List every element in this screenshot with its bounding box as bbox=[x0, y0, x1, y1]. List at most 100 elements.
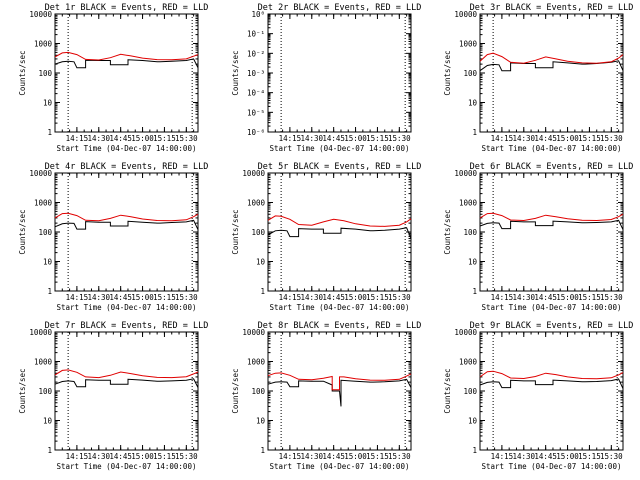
x-tick-label: 14:45 bbox=[109, 293, 132, 302]
y-tick-label: 1000 bbox=[34, 199, 53, 208]
y-tick-label: 10000 bbox=[29, 10, 52, 19]
x-axis-label: Start Time (04-Dec-07 14:00:00) bbox=[57, 144, 197, 153]
x-tick-label: 15:15 bbox=[578, 293, 601, 302]
y-tick-label: 100 bbox=[38, 387, 52, 396]
series-events bbox=[54, 219, 199, 230]
x-tick-label: 14:15 bbox=[66, 452, 89, 461]
series-lld bbox=[479, 370, 624, 380]
plot-frame bbox=[54, 172, 199, 292]
y-tick-label: 10⁰ bbox=[251, 10, 265, 19]
chart-title: Det 7r BLACK = Events, RED = LLD bbox=[45, 321, 209, 331]
plot-frame bbox=[54, 13, 199, 133]
y-tick-label: 1000 bbox=[34, 40, 53, 49]
x-tick-label: 14:15 bbox=[66, 293, 89, 302]
panel-4: Det 4r BLACK = Events, RED = LLD 1 10 100 10… bbox=[18, 162, 208, 312]
x-axis-label: Start Time (04-Dec-07 14:00:00) bbox=[270, 462, 410, 471]
x-tick-label: 15:30 bbox=[388, 293, 411, 302]
series-lld bbox=[267, 372, 412, 391]
x-tick-label: 15:30 bbox=[175, 452, 198, 461]
y-tick-label: 1 bbox=[472, 446, 477, 455]
x-axis-label: Start Time (04-Dec-07 14:00:00) bbox=[270, 303, 410, 312]
series-lld bbox=[267, 215, 412, 227]
y-tick-label: 10 bbox=[43, 99, 53, 108]
y-tick-label: 10⁻¹ bbox=[247, 30, 265, 39]
x-tick-label: 15:30 bbox=[600, 452, 623, 461]
x-tick-label: 14:30 bbox=[87, 134, 110, 143]
chart-title: Det 3r BLACK = Events, RED = LLD bbox=[470, 3, 634, 13]
y-tick-label: 10⁻² bbox=[247, 49, 265, 58]
x-tick-label: 15:15 bbox=[153, 293, 176, 302]
panel-6: Det 6r BLACK = Events, RED = LLD 1 10 100 10… bbox=[443, 162, 633, 312]
y-tick-label: 1 bbox=[472, 128, 477, 137]
y-tick-label: 1000 bbox=[247, 358, 266, 367]
y-tick-label: 10⁻⁶ bbox=[247, 128, 265, 137]
y-tick-label: 1 bbox=[260, 446, 265, 455]
y-tick-label: 10000 bbox=[454, 328, 477, 337]
y-tick-label: 1 bbox=[47, 446, 52, 455]
x-tick-label: 15:00 bbox=[344, 293, 367, 302]
series-lld bbox=[54, 212, 199, 222]
y-tick-label: 1000 bbox=[247, 199, 266, 208]
chart-title: Det 6r BLACK = Events, RED = LLD bbox=[470, 162, 634, 172]
panel-2: Det 2r BLACK = Events, RED = LLD 10⁻⁶ 10⁻⁵… bbox=[231, 3, 421, 153]
x-tick-label: 14:30 bbox=[300, 293, 323, 302]
series-lld bbox=[54, 369, 199, 379]
y-tick-label: 100 bbox=[463, 69, 477, 78]
x-axis-label: Start Time (04-Dec-07 14:00:00) bbox=[482, 303, 622, 312]
x-tick-label: 14:30 bbox=[87, 293, 110, 302]
panel-1: Det 1r BLACK = Events, RED = LLD 1 10 100 10… bbox=[18, 3, 208, 153]
x-tick-label: 15:15 bbox=[153, 134, 176, 143]
y-tick-label: 10000 bbox=[454, 10, 477, 19]
x-tick-label: 14:30 bbox=[87, 452, 110, 461]
x-tick-label: 15:15 bbox=[366, 452, 389, 461]
y-tick-label: 10000 bbox=[242, 328, 265, 337]
y-tick-label: 1000 bbox=[34, 358, 53, 367]
x-tick-label: 15:30 bbox=[175, 134, 198, 143]
x-tick-label: 14:45 bbox=[109, 134, 132, 143]
x-axis-label: Start Time (04-Dec-07 14:00:00) bbox=[482, 462, 622, 471]
y-tick-label: 1 bbox=[47, 128, 52, 137]
x-tick-label: 15:00 bbox=[556, 134, 579, 143]
x-tick-label: 15:00 bbox=[131, 293, 154, 302]
x-axis-label: Start Time (04-Dec-07 14:00:00) bbox=[270, 144, 410, 153]
x-tick-label: 15:30 bbox=[388, 134, 411, 143]
x-tick-label: 14:45 bbox=[534, 134, 557, 143]
y-axis-label: Counts/sec bbox=[231, 209, 240, 254]
y-tick-label: 100 bbox=[463, 387, 477, 396]
y-axis-label: Counts/sec bbox=[443, 209, 452, 254]
y-tick-label: 100 bbox=[251, 387, 265, 396]
y-axis-label: Counts/sec bbox=[443, 50, 452, 95]
x-tick-label: 15:15 bbox=[366, 134, 389, 143]
y-axis-label: Counts/sec bbox=[443, 368, 452, 413]
x-tick-label: 14:15 bbox=[279, 134, 302, 143]
x-tick-label: 14:15 bbox=[279, 293, 302, 302]
x-tick-label: 14:15 bbox=[279, 452, 302, 461]
panel-9: Det 9r BLACK = Events, RED = LLD 1 10 100 10… bbox=[443, 321, 633, 471]
y-axis-label: Counts/sec bbox=[18, 209, 27, 254]
plot-frame bbox=[54, 331, 199, 451]
y-tick-label: 1000 bbox=[459, 358, 478, 367]
y-tick-label: 1000 bbox=[459, 199, 478, 208]
series-lld bbox=[479, 52, 624, 64]
series-lld bbox=[54, 51, 199, 61]
x-tick-label: 15:00 bbox=[344, 134, 367, 143]
y-axis-label: Counts/sec bbox=[231, 50, 240, 95]
plot-frame bbox=[479, 13, 624, 133]
x-tick-label: 14:45 bbox=[534, 293, 557, 302]
chart-title: Det 2r BLACK = Events, RED = LLD bbox=[258, 3, 422, 13]
x-tick-label: 14:15 bbox=[491, 134, 514, 143]
x-tick-label: 14:45 bbox=[322, 293, 345, 302]
x-tick-label: 15:30 bbox=[175, 293, 198, 302]
x-tick-label: 15:30 bbox=[600, 134, 623, 143]
y-tick-label: 1 bbox=[472, 287, 477, 296]
y-tick-label: 10000 bbox=[242, 169, 265, 178]
y-tick-label: 10 bbox=[468, 258, 478, 267]
x-tick-label: 14:45 bbox=[109, 452, 132, 461]
series-events bbox=[54, 378, 199, 388]
x-axis-label: Start Time (04-Dec-07 14:00:00) bbox=[57, 303, 197, 312]
x-tick-label: 15:15 bbox=[153, 452, 176, 461]
y-tick-label: 100 bbox=[463, 228, 477, 237]
x-tick-label: 14:15 bbox=[66, 134, 89, 143]
y-tick-label: 10 bbox=[43, 258, 53, 267]
y-tick-label: 10⁻⁴ bbox=[247, 89, 265, 98]
